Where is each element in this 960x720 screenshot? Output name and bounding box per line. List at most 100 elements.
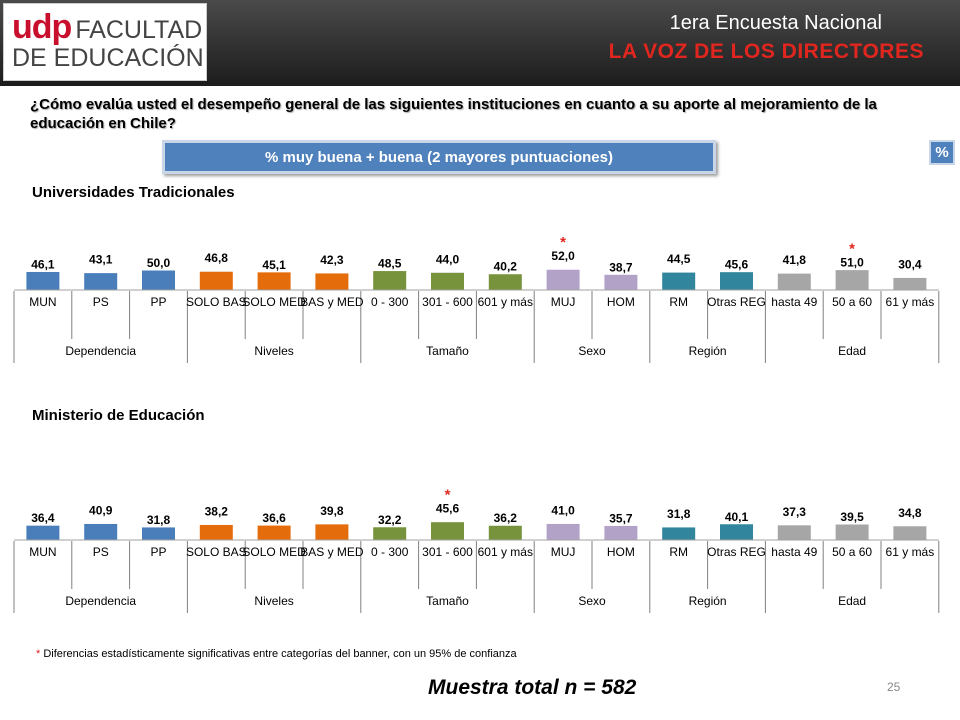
- category-label-50-a-60: 50 a 60: [832, 295, 872, 309]
- value-label-pp: 50,0: [147, 256, 171, 270]
- bar-301-600: [431, 272, 464, 291]
- value-label-rm: 31,8: [667, 507, 691, 521]
- footnote-text: Diferencias estadísticamente significati…: [40, 648, 517, 660]
- category-label-50-a-60: 50 a 60: [832, 545, 872, 559]
- value-label-61-y-mas: 34,8: [898, 506, 922, 520]
- category-label-bas-y-med: BAS y MED: [300, 295, 364, 309]
- group-label-edad: Edad: [838, 594, 866, 608]
- bar-muj: [546, 269, 580, 291]
- category-label-ps: PS: [93, 545, 109, 559]
- value-label-ps: 43,1: [89, 253, 113, 267]
- bar-hom: [604, 525, 638, 541]
- value-label-solo-bas: 38,2: [205, 504, 229, 518]
- value-label-61-y-mas: 30,4: [898, 257, 922, 271]
- bar-ps: [84, 523, 118, 541]
- category-label-61-y-mas: 61 y más: [886, 545, 935, 559]
- group-label-niveles: Niveles: [254, 594, 293, 608]
- category-label-mun: MUN: [29, 295, 56, 309]
- page-number: 25: [887, 680, 901, 694]
- bar-ps: [84, 273, 118, 291]
- udp-logo: udp FACULTAD DE EDUCACIÓN: [3, 3, 207, 81]
- value-label-mun: 36,4: [31, 511, 55, 525]
- category-label-bas-y-med: BAS y MED: [300, 545, 364, 559]
- header-banner: udp FACULTAD DE EDUCACIÓN 1era Encuesta N…: [0, 0, 960, 86]
- value-label-0-300: 48,5: [378, 257, 402, 271]
- value-label-hom: 35,7: [609, 511, 633, 525]
- bar-rm: [662, 272, 696, 291]
- bar-solo-bas: [199, 271, 233, 291]
- category-label-hasta-49: hasta 49: [771, 295, 817, 309]
- bar-61-y-mas: [893, 526, 927, 541]
- value-label-0-300: 32,2: [378, 513, 402, 527]
- bar-0-300: [373, 527, 407, 541]
- logo-udp-text: udp: [12, 8, 72, 46]
- bar-solo-med: [257, 272, 291, 291]
- category-label-hom: HOM: [607, 295, 635, 309]
- group-label-region: Región: [689, 344, 727, 358]
- group-label-sexo: Sexo: [578, 344, 606, 358]
- percent-badge: %: [929, 140, 955, 165]
- category-label-hom: HOM: [607, 545, 635, 559]
- category-label-solo-med: SOLO MED: [242, 295, 306, 309]
- bar-rm: [662, 527, 696, 541]
- bar-hom: [604, 274, 638, 291]
- bar-61-y-mas: [893, 277, 927, 291]
- logo-education-text: DE EDUCACIÓN: [12, 44, 204, 72]
- value-label-otras-reg: 45,6: [725, 258, 749, 272]
- category-label-solo-bas: SOLO BAS: [186, 545, 247, 559]
- category-label-muj: MUJ: [551, 545, 576, 559]
- category-label-otras-reg: Otras REG: [707, 295, 766, 309]
- category-label-rm: RM: [669, 545, 688, 559]
- measure-label: % muy buena + buena (2 mayores puntuacio…: [162, 140, 716, 174]
- category-label-0-300: 0 - 300: [371, 545, 409, 559]
- value-label-bas-y-med: 39,8: [320, 504, 344, 518]
- bar-0-300: [373, 271, 407, 291]
- value-label-muj: 41,0: [551, 503, 575, 517]
- category-label-pp: PP: [150, 295, 166, 309]
- value-label-601-y-mas: 36,2: [494, 511, 518, 525]
- bar-50-a-60: [835, 524, 869, 541]
- value-label-hom: 38,7: [609, 260, 633, 274]
- group-label-dependencia: Dependencia: [65, 344, 136, 358]
- footnote-star: *: [36, 648, 41, 660]
- value-label-50-a-60: 39,5: [840, 510, 864, 524]
- significance-star: *: [849, 241, 855, 258]
- bar-solo-med: [257, 525, 291, 541]
- category-label-rm: RM: [669, 295, 688, 309]
- bar-muj: [546, 523, 580, 541]
- value-label-601-y-mas: 40,2: [494, 260, 518, 274]
- category-label-ps: PS: [93, 295, 109, 309]
- bar-601-y-mas: [488, 274, 522, 291]
- category-label-hasta-49: hasta 49: [771, 545, 817, 559]
- bar-pp: [142, 527, 175, 541]
- value-label-muj: 52,0: [551, 249, 575, 263]
- value-label-301-600: 45,6: [436, 502, 460, 516]
- bar-bas-y-med: [315, 273, 349, 291]
- chart-universidades: 46,1 43,1 50,0 46,8 45,1 42,3 48,5 44,0 40,2 52,0…: [13, 234, 940, 363]
- survey-subtitle: LA VOZ DE LOS DIRECTORES: [608, 40, 924, 63]
- bar-pp: [142, 270, 175, 291]
- value-label-otras-reg: 40,1: [725, 510, 749, 524]
- significance-star: *: [560, 234, 566, 251]
- category-label-301-600: 301 - 600: [422, 295, 473, 309]
- footnote: * Diferencias estadísticamente significa…: [36, 648, 517, 660]
- category-label-0-300: 0 - 300: [371, 295, 409, 309]
- group-label-niveles: Niveles: [254, 344, 293, 358]
- group-label-edad: Edad: [838, 344, 866, 358]
- bar-solo-bas: [199, 524, 233, 541]
- bar-50-a-60: [835, 270, 869, 291]
- value-label-50-a-60: 51,0: [840, 256, 864, 270]
- question-text: ¿Cómo evalúa usted el desempeño general …: [30, 96, 877, 132]
- value-label-solo-med: 36,6: [262, 511, 286, 525]
- group-label-tamano: Tamaño: [426, 594, 469, 608]
- category-label-otras-reg: Otras REG: [707, 545, 766, 559]
- category-label-muj: MUJ: [551, 295, 576, 309]
- category-label-solo-bas: SOLO BAS: [186, 295, 247, 309]
- value-label-solo-med: 45,1: [262, 258, 286, 272]
- bar-301-600: [431, 522, 464, 541]
- bar-mun: [26, 271, 60, 291]
- chart-title-universidades: Universidades Tradicionales: [32, 184, 235, 201]
- group-label-sexo: Sexo: [578, 594, 606, 608]
- bar-mun: [26, 525, 60, 541]
- value-label-hasta-49: 37,3: [783, 505, 807, 519]
